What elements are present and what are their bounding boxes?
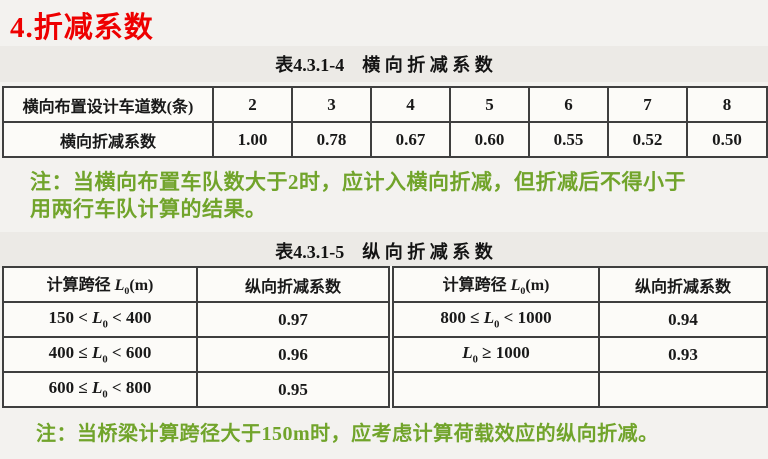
table2-coef-header-right: 纵向折减系数: [598, 266, 768, 303]
span-range-cell: L0 ≥ 1000: [388, 336, 600, 373]
table2-span-header-right: 计算跨径 L0(m): [388, 266, 600, 303]
longitudinal-reduction-table: 计算跨径 L0(m) 纵向折减系数 计算跨径 L0(m) 纵向折减系数 150 …: [2, 266, 768, 408]
coef-cell: 0.97: [196, 301, 392, 338]
empty-cell: [388, 371, 600, 408]
table1-coef-value: 0.67: [370, 121, 451, 158]
table2-coef-header-left: 纵向折减系数: [196, 266, 392, 303]
section-title: 4.折减系数: [10, 12, 154, 44]
transverse-note-line1: 注：当横向布置车队数大于2时，应计入横向折减，但折减后不得小于: [30, 170, 686, 194]
table1-coef-value: 1.00: [212, 121, 293, 158]
table-row: 横向布置设计车道数(条) 2 3 4 5 6 7 8: [2, 86, 768, 123]
caption1-band: [0, 46, 768, 82]
table-row: 600 ≤ L0 < 800 0.95: [2, 371, 768, 408]
table-row: 横向折减系数 1.00 0.78 0.67 0.60 0.55 0.52 0.5…: [2, 121, 768, 158]
table1-lane-value: 8: [686, 86, 768, 123]
table1-coef-value: 0.78: [291, 121, 372, 158]
coef-cell: 0.93: [598, 336, 768, 373]
table-row: 计算跨径 L0(m) 纵向折减系数 计算跨径 L0(m) 纵向折减系数: [2, 266, 768, 303]
table1-lanes-label: 横向布置设计车道数(条): [2, 86, 214, 123]
coef-cell: 0.94: [598, 301, 768, 338]
span-range-cell: 150 < L0 < 400: [2, 301, 198, 338]
span-range-cell: 600 ≤ L0 < 800: [2, 371, 198, 408]
transverse-reduction-table: 横向布置设计车道数(条) 2 3 4 5 6 7 8 横向折减系数 1.00 0…: [2, 86, 768, 158]
table1-coef-label: 横向折减系数: [2, 121, 214, 158]
longitudinal-note: 注：当桥梁计算跨径大于150m时，应考虑计算荷载效应的纵向折减。: [36, 423, 659, 445]
table1-lane-value: 2: [212, 86, 293, 123]
table-row: 150 < L0 < 400 0.97 800 ≤ L0 < 1000 0.94: [2, 301, 768, 338]
empty-cell: [598, 371, 768, 408]
span-range-cell: 800 ≤ L0 < 1000: [388, 301, 600, 338]
transverse-note: 注：当横向布置车队数大于2时，应计入横向折减，但折减后不得小于 用两行车队计算的…: [30, 169, 754, 223]
transverse-note-line2: 用两行车队计算的结果。: [30, 197, 267, 221]
table1-coef-value: 0.50: [686, 121, 768, 158]
coef-cell: 0.95: [196, 371, 392, 408]
caption2-band: [0, 232, 768, 268]
table-row: 400 ≤ L0 < 600 0.96 L0 ≥ 1000 0.93: [2, 336, 768, 373]
table2-caption: 表4.3.1-5 纵 向 折 减 系 数: [275, 242, 493, 262]
table1-lane-value: 7: [607, 86, 688, 123]
table1-coef-value: 0.60: [449, 121, 530, 158]
table1-coef-value: 0.52: [607, 121, 688, 158]
table1-lane-value: 5: [449, 86, 530, 123]
table1-coef-value: 0.55: [528, 121, 609, 158]
table1-caption: 表4.3.1-4 横 向 折 减 系 数: [275, 55, 493, 75]
coef-cell: 0.96: [196, 336, 392, 373]
span-range-cell: 400 ≤ L0 < 600: [2, 336, 198, 373]
table1-lane-value: 6: [528, 86, 609, 123]
table1-lane-value: 4: [370, 86, 451, 123]
table1-lane-value: 3: [291, 86, 372, 123]
table2-span-header-left: 计算跨径 L0(m): [2, 266, 198, 303]
